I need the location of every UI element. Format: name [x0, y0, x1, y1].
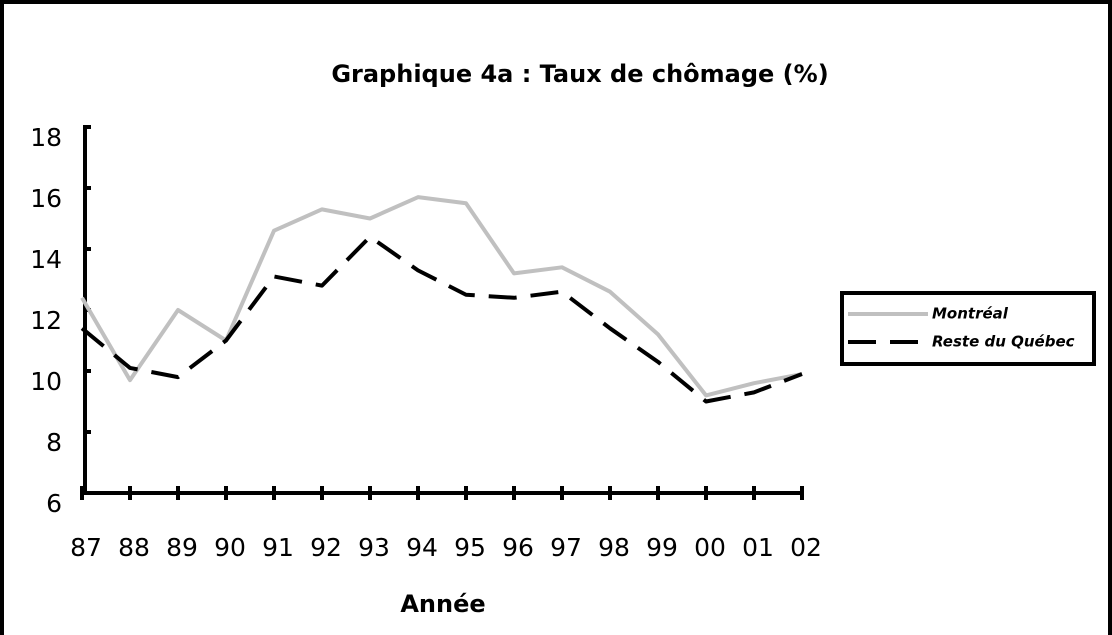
y-tick-label: 18: [30, 123, 62, 152]
x-tick-label: 89: [166, 533, 198, 562]
x-tick-label: 96: [502, 533, 534, 562]
x-tick-label: 93: [358, 533, 390, 562]
series-line: [80, 195, 803, 398]
y-tick-label: 6: [46, 489, 62, 518]
series-line: [80, 234, 803, 404]
x-tick-label: 01: [742, 533, 774, 562]
y-tick-label: 12: [30, 306, 62, 335]
x-axis-label: Année: [400, 590, 485, 618]
y-tick-label: 14: [30, 245, 62, 274]
x-tick-label: 92: [310, 533, 342, 562]
x-tick-label: 87: [70, 533, 102, 562]
y-tick-label: 16: [30, 184, 62, 213]
x-tick-label: 94: [406, 533, 438, 562]
x-tick-label: 99: [646, 533, 678, 562]
x-tick-label: 00: [694, 533, 726, 562]
y-tick-label: 10: [30, 367, 62, 396]
chart-title: Graphique 4a : Taux de chômage (%): [331, 60, 828, 88]
x-tick-label: 98: [598, 533, 630, 562]
legend: [840, 291, 1096, 366]
x-tick-label: 02: [790, 533, 822, 562]
legend-label: Montréal: [932, 305, 1009, 323]
x-tick-label: 97: [550, 533, 582, 562]
x-tick-label: 90: [214, 533, 246, 562]
y-tick-label: 8: [46, 428, 62, 457]
x-tick-label: 95: [454, 533, 486, 562]
legend-label: Reste du Québec: [932, 333, 1075, 351]
x-tick-label: 91: [262, 533, 294, 562]
x-tick-label: 88: [118, 533, 150, 562]
